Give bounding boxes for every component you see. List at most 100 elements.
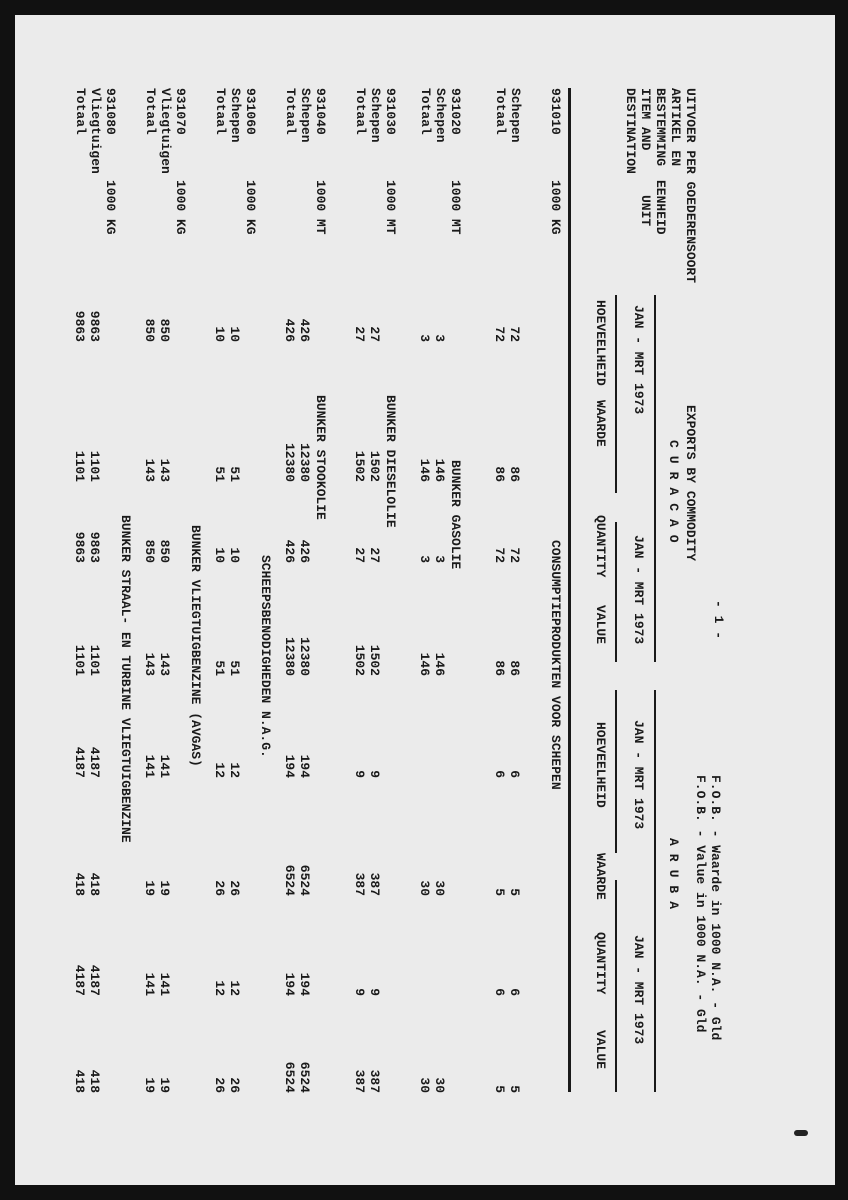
table-cell: 146	[417, 458, 432, 482]
table-cell: 12380	[282, 442, 297, 482]
table-cell: 12	[212, 762, 227, 778]
table-cell: 30	[417, 880, 432, 896]
item-description: BUNKER GASOLIE	[448, 460, 463, 570]
table-cell: 86	[507, 660, 522, 676]
table-cell: 6524	[282, 864, 297, 896]
table-cell: 1502	[352, 644, 367, 676]
col-header-8: VALUE	[593, 1030, 608, 1070]
rule-aruba	[654, 690, 656, 1092]
subrule-2	[615, 522, 617, 662]
table-cell: 10	[227, 547, 242, 563]
row-label: Vliegtuigen	[158, 88, 173, 174]
item-code: 931010	[548, 88, 563, 135]
row-label: Schepen	[433, 88, 448, 143]
table-cell: 9	[367, 770, 382, 778]
col-item-nl-2: BESTEMMING	[653, 88, 668, 167]
table-cell: 1101	[72, 644, 87, 676]
table-cell: 30	[432, 880, 447, 896]
table-cell: 418	[72, 872, 87, 896]
table-cell: 1502	[367, 644, 382, 676]
fob-note-dutch: F.O.B. - Waarde in 1000 N.A. - Gld	[708, 775, 723, 1041]
table-cell: 6524	[297, 864, 312, 896]
table-cell: 26	[212, 1077, 227, 1093]
table-cell: 27	[367, 547, 382, 563]
table-cell: 426	[282, 539, 297, 563]
table-cell: 194	[297, 972, 312, 996]
subtitle-dutch: UITVOER PER GOEDERENSOORT	[683, 88, 698, 284]
table-cell: 30	[417, 1077, 432, 1093]
table-cell: 146	[432, 652, 447, 676]
table-cell: 10	[212, 547, 227, 563]
table-cell: 4187	[72, 964, 87, 996]
table-cell: 426	[297, 539, 312, 563]
item-unit: 1000 KG	[103, 180, 118, 235]
table-cell: 418	[87, 872, 102, 896]
item-unit: 1000 KG	[243, 180, 258, 235]
row-label: Schepen	[508, 88, 523, 143]
table-cell: 5	[507, 888, 522, 896]
subrule-1	[615, 295, 617, 493]
table-cell: 12	[227, 762, 242, 778]
col-header-5: HOEVEELHEID	[593, 722, 608, 808]
table-cell: 6524	[282, 1061, 297, 1093]
col-header-7: QUANTITY	[593, 932, 608, 995]
row-label: Schepen	[368, 88, 383, 143]
table-cell: 12380	[297, 442, 312, 482]
table-cell: 387	[367, 872, 382, 896]
table-cell: 26	[212, 880, 227, 896]
table-cell: 141	[142, 972, 157, 996]
row-label: Totaal	[283, 88, 298, 135]
table-cell: 194	[282, 754, 297, 778]
table-cell: 426	[282, 318, 297, 342]
item-code: 931080	[103, 88, 118, 135]
table-cell: 850	[142, 539, 157, 563]
table-cell: 26	[227, 880, 242, 896]
table-cell: 4187	[72, 746, 87, 778]
table-cell: 141	[157, 754, 172, 778]
table-cell: 9	[367, 988, 382, 996]
table-cell: 27	[352, 326, 367, 342]
row-label: Totaal	[213, 88, 228, 135]
table-cell: 850	[157, 539, 172, 563]
table-cell: 4187	[87, 746, 102, 778]
page-title: EXPORTS BY COMMODITY	[683, 405, 698, 562]
rule-curacao	[654, 295, 656, 662]
table-cell: 143	[142, 458, 157, 482]
item-description: SCHEEPSBENODIGHEDEN N.A.G.	[258, 555, 273, 758]
table-cell: 1101	[87, 450, 102, 482]
table-cell: 5	[507, 1085, 522, 1093]
table-cell: 146	[432, 458, 447, 482]
table-cell: 27	[352, 547, 367, 563]
table-cell: 194	[297, 754, 312, 778]
table-cell: 387	[367, 1069, 382, 1093]
table-cell: 26	[227, 1077, 242, 1093]
table-cell: 3	[417, 334, 432, 342]
region-aruba: ARUBA	[666, 838, 681, 918]
item-code: 931040	[313, 88, 328, 135]
table-cell: 418	[72, 1069, 87, 1093]
row-label: Schepen	[228, 88, 243, 143]
table-cell: 141	[157, 972, 172, 996]
table-cell: 72	[507, 326, 522, 342]
table-cell: 418	[87, 1069, 102, 1093]
table-cell: 9863	[87, 531, 102, 563]
table-cell: 9863	[87, 310, 102, 342]
item-unit: 1000 MT	[383, 180, 398, 235]
table-cell: 143	[157, 652, 172, 676]
item-unit: 1000 KG	[173, 180, 188, 235]
item-code: 931070	[173, 88, 188, 135]
header-bottom-rule	[568, 88, 571, 1092]
col-unit-en: UNIT	[638, 195, 653, 227]
table-cell: 5	[492, 888, 507, 896]
table-cell: 51	[212, 466, 227, 482]
table-cell: 146	[417, 652, 432, 676]
punch-mark	[794, 1130, 808, 1136]
col-header-4: VALUE	[593, 605, 608, 645]
row-label: Totaal	[353, 88, 368, 135]
table-cell: 51	[227, 466, 242, 482]
table-cell: 86	[507, 466, 522, 482]
table-cell: 143	[157, 458, 172, 482]
col-item-nl-1: ARTIKEL EN	[668, 88, 683, 167]
item-description: BUNKER VLIEGTUIGBENZINE (AVGAS)	[188, 525, 203, 767]
table-cell: 9863	[72, 531, 87, 563]
